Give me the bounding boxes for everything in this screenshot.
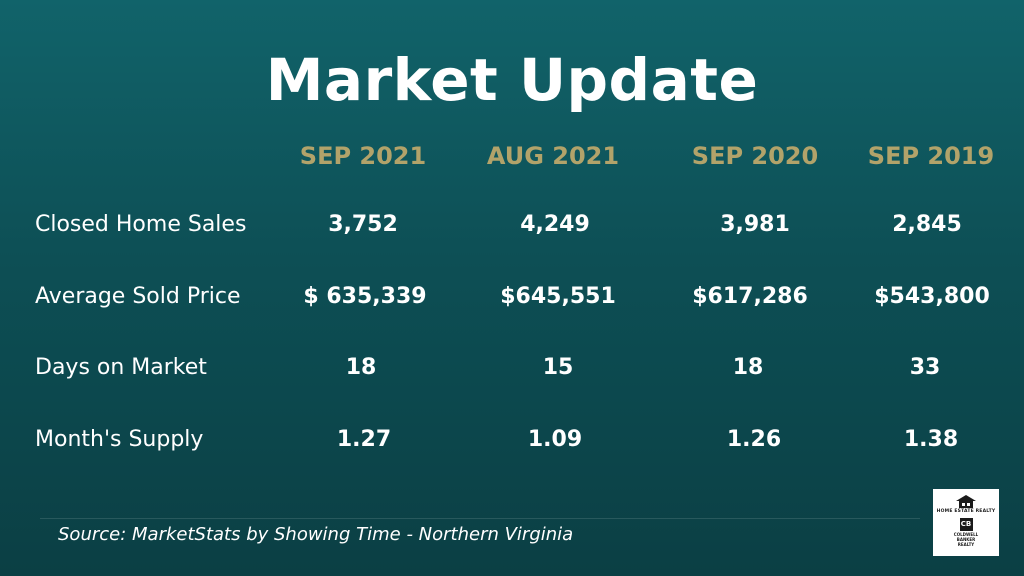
table-cell: 3,752	[328, 212, 398, 237]
row-label-average-sold-price: Average Sold Price	[35, 284, 241, 309]
table-cell: $543,800	[874, 284, 990, 309]
logo-brand-text: HOME ESTATE REALTY	[936, 509, 996, 514]
column-header-sep-2019: SEP 2019	[867, 142, 995, 170]
table-cell: 1.09	[527, 427, 583, 452]
page-title: Market Update	[265, 46, 759, 114]
table-cell: 1.26	[726, 427, 782, 452]
table-cell: 4,249	[520, 212, 590, 237]
brokerage-logo: HOME ESTATE REALTY CB COLDWELL BANKER RE…	[933, 489, 999, 556]
row-label-closed-home-sales: Closed Home Sales	[35, 212, 247, 237]
source-caption: Source: MarketStats by Showing Time - No…	[58, 524, 574, 545]
table-cell: $645,551	[500, 284, 616, 309]
table-cell: 3,981	[720, 212, 790, 237]
footer-divider	[40, 518, 920, 519]
row-label-days-on-market: Days on Market	[35, 355, 207, 380]
table-cell: 15	[542, 355, 574, 380]
table-cell: $ 635,339	[303, 284, 427, 309]
column-header-sep-2021: SEP 2021	[299, 142, 427, 170]
house-icon	[933, 494, 999, 508]
table-cell: 2,845	[892, 212, 962, 237]
column-header-sep-2020: SEP 2020	[691, 142, 819, 170]
coldwell-banker-icon: CB	[959, 518, 973, 531]
table-cell: 18	[732, 355, 764, 380]
logo-cb-line-1: COLDWELL	[953, 532, 979, 537]
row-label-months-supply: Month's Supply	[35, 427, 204, 452]
table-cell: 33	[909, 355, 941, 380]
column-header-aug-2021: AUG 2021	[486, 142, 620, 170]
table-cell: 18	[345, 355, 377, 380]
table-cell: $617,286	[692, 284, 808, 309]
logo-cb-line-2: BANKER	[956, 537, 976, 542]
logo-cb-line-3: REALTY	[957, 542, 975, 547]
table-cell: 1.27	[336, 427, 392, 452]
table-cell: 1.38	[903, 427, 959, 452]
